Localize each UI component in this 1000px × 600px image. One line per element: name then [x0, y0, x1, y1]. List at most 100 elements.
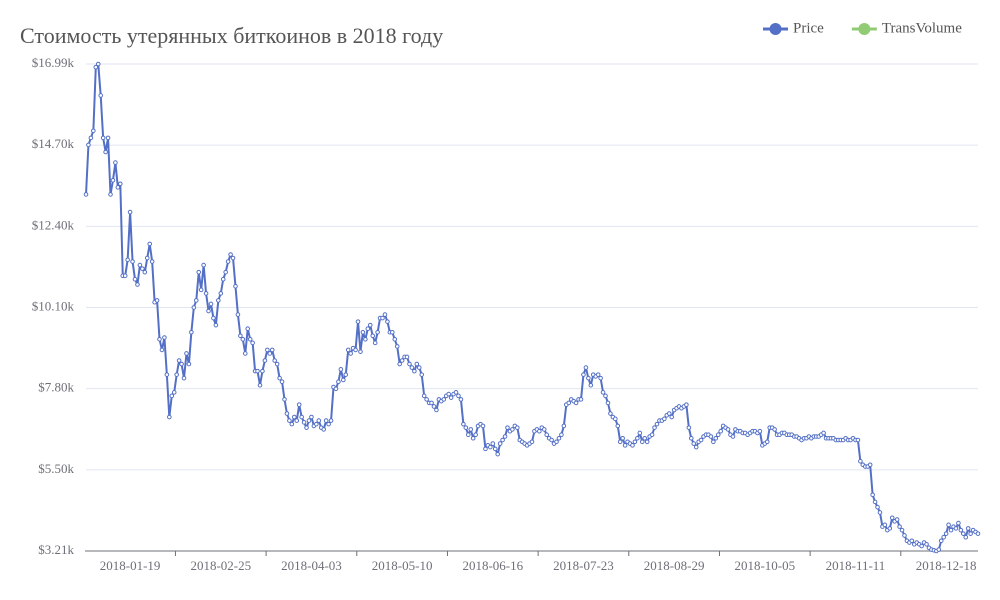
data-point	[216, 298, 221, 303]
data-point	[262, 358, 268, 363]
data-point	[201, 262, 206, 268]
data-point	[434, 407, 439, 413]
x-tick-label: 2018-05-10	[372, 558, 433, 573]
data-point	[772, 427, 777, 432]
data-point	[941, 534, 946, 540]
data-point	[613, 416, 618, 422]
data-point	[220, 276, 226, 282]
x-tick-label: 2018-07-23	[553, 558, 614, 573]
data-point	[554, 439, 559, 445]
y-tick-label: $14.70k	[32, 136, 75, 151]
legend-swatch-dot	[858, 23, 871, 35]
data-point	[632, 439, 638, 445]
data-point	[326, 421, 331, 427]
data-point	[91, 128, 96, 134]
data-point	[867, 462, 873, 468]
data-point	[103, 149, 108, 155]
data-point	[392, 337, 398, 342]
data-point	[304, 425, 309, 430]
data-point	[95, 61, 101, 67]
data-point	[169, 393, 175, 399]
data-point	[431, 404, 437, 409]
data-point	[424, 397, 429, 402]
data-point	[269, 347, 275, 353]
data-point	[936, 547, 942, 552]
data-point	[581, 372, 586, 377]
data-point	[176, 358, 182, 363]
data-point	[492, 446, 498, 452]
data-point	[323, 418, 329, 423]
data-point	[488, 444, 493, 450]
data-point	[544, 432, 550, 438]
data-point	[296, 402, 302, 407]
data-point	[162, 335, 167, 340]
data-point	[247, 337, 253, 342]
data-point	[287, 418, 292, 423]
data-point	[654, 421, 660, 427]
legend-label: TransVolume	[882, 20, 962, 36]
data-point	[98, 93, 104, 98]
data-point	[414, 361, 420, 367]
data-point	[365, 326, 371, 332]
data-point	[321, 427, 327, 432]
data-point	[113, 160, 118, 165]
y-tick-label: $3.21k	[38, 542, 74, 557]
data-point	[588, 382, 594, 388]
data-point	[505, 425, 510, 430]
data-point	[877, 510, 883, 515]
data-point	[118, 181, 123, 187]
data-point	[130, 259, 135, 264]
data-point	[948, 527, 954, 533]
data-point	[233, 283, 238, 289]
data-point	[108, 192, 113, 197]
y-tick-label: $10.10k	[32, 298, 75, 313]
legend-label: Price	[793, 20, 824, 36]
data-point	[502, 434, 508, 439]
data-point	[174, 372, 179, 377]
data-point	[821, 430, 826, 436]
data-point	[662, 416, 667, 422]
data-point	[541, 427, 547, 432]
data-point	[159, 347, 165, 353]
data-point	[899, 527, 905, 533]
data-point	[637, 430, 643, 436]
data-point	[223, 269, 228, 275]
data-point	[179, 361, 184, 367]
data-point	[404, 354, 410, 360]
data-point	[473, 432, 478, 438]
data-point	[184, 351, 189, 356]
data-point	[715, 432, 721, 438]
x-tick-label: 2018-04-03	[281, 558, 342, 573]
data-point	[963, 534, 969, 540]
data-point	[240, 337, 246, 342]
data-point	[946, 522, 951, 528]
data-point	[684, 402, 689, 407]
data-point	[419, 372, 425, 377]
data-point	[902, 533, 907, 538]
data-point	[514, 425, 520, 430]
data-point	[483, 446, 488, 452]
data-point	[238, 333, 243, 339]
legend-swatch-dot	[769, 23, 782, 35]
data-point	[390, 329, 395, 335]
data-point	[497, 441, 503, 446]
data-point	[480, 423, 486, 429]
data-point	[725, 427, 731, 432]
data-point	[328, 418, 334, 423]
data-point	[279, 379, 285, 385]
data-point	[872, 499, 878, 505]
data-point	[105, 135, 111, 141]
data-point	[257, 382, 263, 388]
data-point	[858, 458, 863, 464]
data-point	[693, 444, 699, 450]
data-point	[372, 340, 378, 346]
data-point	[958, 527, 964, 533]
data-point	[605, 400, 611, 406]
data-point	[333, 386, 339, 392]
data-point	[407, 361, 412, 367]
data-point	[380, 315, 385, 321]
data-point	[86, 142, 91, 148]
x-tick-label: 2018-10-05	[734, 558, 795, 573]
data-point	[132, 276, 138, 282]
